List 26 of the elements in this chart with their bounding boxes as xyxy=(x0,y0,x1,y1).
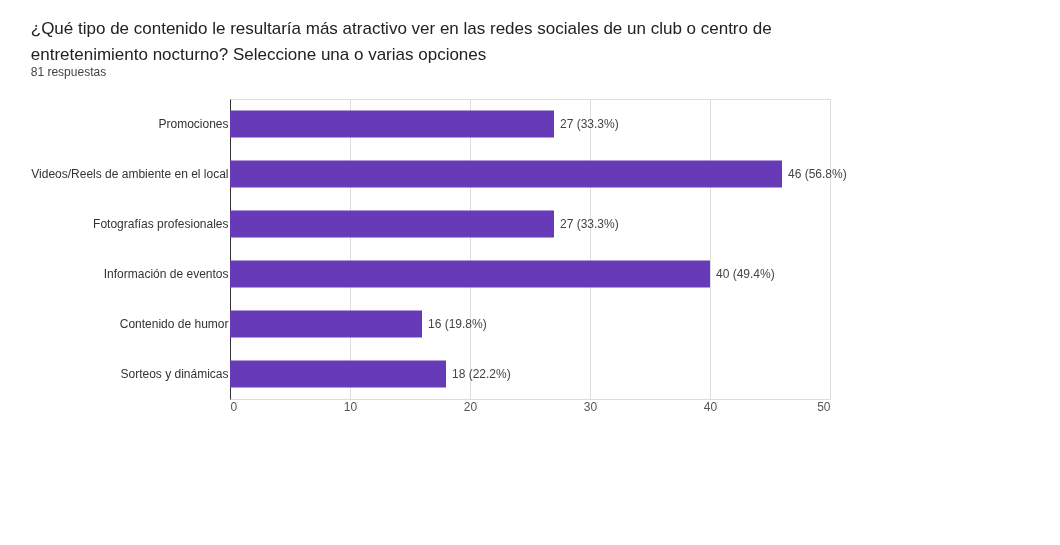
bar xyxy=(230,260,710,288)
text: 81 respuestas xyxy=(30,65,107,79)
data-label: 16 (19.8%) xyxy=(428,317,487,331)
data-label: 40 (49.4%) xyxy=(716,267,775,281)
x-tick-label: 20 xyxy=(463,399,478,414)
y-tick-label: Contenido de humor xyxy=(119,317,229,331)
data-label: 27 (33.3%) xyxy=(560,117,619,131)
x-tick-label: 10 xyxy=(343,399,358,414)
x-tick-label: 30 xyxy=(583,399,598,414)
bar xyxy=(230,160,782,188)
bar xyxy=(230,110,554,138)
x-tick-label: 50 xyxy=(817,399,831,414)
y-tick-label: Sorteos y dinámicas xyxy=(120,367,229,381)
data-label: 18 (22.2%) xyxy=(452,367,511,381)
y-tick-label: Información de eventos xyxy=(103,267,229,281)
chart-title: ¿Qué tipo de contenido le resultaría más atractivo ver en las redes sociales de un club o centro de entretenimiento nocturno? Seleccione una o varias opciones xyxy=(30,19,772,64)
x-tick-label: 40 xyxy=(703,399,718,414)
y-tick-label: Fotografías profesionales xyxy=(93,217,229,231)
bar xyxy=(230,310,422,338)
y-tick-label: Videos/Reels de ambiente en el local xyxy=(31,167,229,181)
bar xyxy=(230,210,554,238)
x-tick-label: 0 xyxy=(230,399,238,414)
data-label: 46 (56.8%) xyxy=(788,167,847,181)
bar xyxy=(230,360,446,388)
data-label: 27 (33.3%) xyxy=(560,217,619,231)
y-tick-label: Promociones xyxy=(158,117,229,131)
